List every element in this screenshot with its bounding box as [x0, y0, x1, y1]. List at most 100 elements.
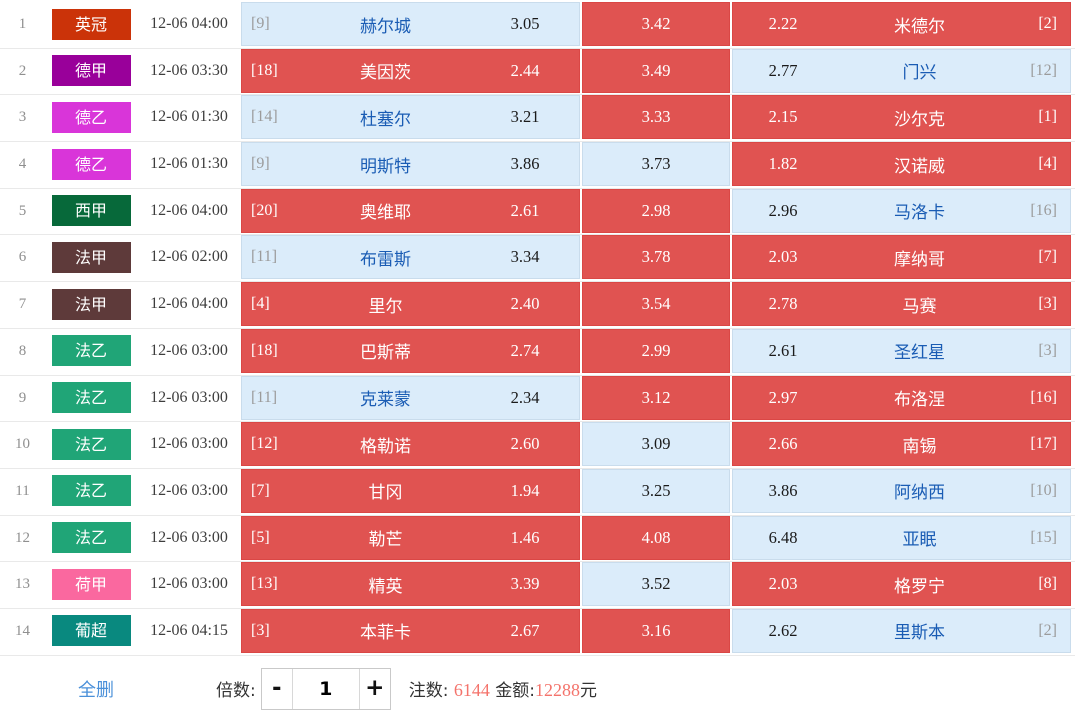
home-rank: [3] — [251, 621, 270, 639]
home-win-cell[interactable]: [14] 杜塞尔 3.21 — [241, 95, 580, 140]
away-team: 格罗宁 — [894, 576, 945, 597]
away-win-cell[interactable]: 2.61 圣红星 [3] — [732, 328, 1071, 373]
draw-odds: 3.16 — [641, 620, 671, 640]
home-odds: 3.21 — [510, 107, 540, 127]
home-win-cell[interactable]: [9] 赫尔城 3.05 — [241, 2, 580, 46]
home-odds: 3.05 — [510, 14, 540, 33]
draw-cell[interactable]: 3.09 — [582, 422, 730, 467]
away-team: 里斯本 — [894, 623, 945, 644]
home-win-cell[interactable]: [18] 美因茨 2.44 — [241, 48, 580, 93]
away-team: 沙尔克 — [894, 109, 945, 130]
home-team: 里尔 — [368, 296, 403, 317]
row-number: 4 — [18, 156, 27, 173]
match-time: 12-06 04:00 — [150, 201, 228, 219]
league-badge-cell: 英冠 — [45, 2, 137, 46]
match-time: 12-06 01:30 — [150, 108, 228, 126]
amount-label: 金额: — [489, 681, 536, 702]
away-team: 摩纳哥 — [894, 249, 945, 270]
away-odds: 2.61 — [768, 340, 798, 360]
row-number: 3 — [18, 109, 27, 126]
home-win-cell[interactable]: [9] 明斯特 3.86 — [241, 142, 580, 187]
home-win-cell[interactable]: [12] 格勒诺 2.60 — [241, 422, 580, 467]
home-win-cell[interactable]: [20] 奥维耶 2.61 — [241, 188, 580, 233]
home-win-cell[interactable]: [4] 里尔 2.40 — [241, 282, 580, 327]
draw-cell[interactable]: 3.25 — [582, 468, 730, 513]
away-win-cell[interactable]: 2.97 布洛涅 [16] — [732, 375, 1071, 420]
away-win-cell[interactable]: 2.62 里斯本 [2] — [732, 608, 1071, 653]
home-win-cell[interactable]: [13] 精英 3.39 — [241, 562, 580, 607]
draw-cell[interactable]: 3.49 — [582, 48, 730, 93]
league-badge: 法乙 — [51, 335, 131, 367]
home-win-cell[interactable]: [18] 巴斯蒂 2.74 — [241, 328, 580, 373]
away-team: 阿纳西 — [894, 483, 945, 504]
draw-cell[interactable]: 3.54 — [582, 282, 730, 327]
away-win-cell[interactable]: 2.78 马赛 [3] — [732, 282, 1071, 327]
away-win-cell[interactable]: 3.86 阿纳西 [10] — [732, 468, 1071, 513]
away-win-cell[interactable]: 6.48 亚眠 [15] — [732, 515, 1071, 560]
match-time: 12-06 03:00 — [150, 435, 228, 453]
draw-odds: 3.42 — [641, 14, 671, 33]
league-badge: 西甲 — [51, 195, 131, 227]
league-badge-cell: 法甲 — [45, 235, 137, 279]
amount-value: 12288 — [535, 680, 581, 701]
away-rank: [17] — [1030, 435, 1057, 453]
plus-button[interactable]: + — [365, 675, 385, 702]
draw-cell[interactable]: 3.33 — [582, 95, 730, 140]
draw-odds: 2.99 — [641, 340, 671, 360]
home-odds: 2.40 — [510, 294, 540, 314]
home-rank: [7] — [251, 481, 270, 499]
minus-button[interactable]: - — [271, 675, 282, 702]
match-row: 4 德乙 12-06 01:30 [9] 明斯特 3.86 3.73 1.82 … — [0, 142, 1075, 189]
home-team: 巴斯蒂 — [360, 343, 411, 364]
league-badge: 法乙 — [51, 382, 131, 413]
delete-all-button[interactable]: 全删 — [78, 679, 114, 701]
away-win-cell[interactable]: 1.82 汉诺威 [4] — [732, 142, 1071, 187]
away-win-cell[interactable]: 2.96 马洛卡 [16] — [732, 188, 1071, 233]
home-team: 本菲卡 — [360, 623, 411, 644]
home-win-cell[interactable]: [11] 克莱蒙 2.34 — [241, 375, 580, 420]
match-time: 12-06 03:00 — [150, 481, 228, 499]
away-team: 亚眠 — [902, 530, 937, 551]
draw-cell[interactable]: 3.42 — [582, 2, 730, 46]
home-win-cell[interactable]: [11] 布雷斯 3.34 — [241, 235, 580, 280]
league-badge: 法甲 — [51, 288, 131, 320]
away-win-cell[interactable]: 2.77 门兴 [12] — [732, 48, 1071, 93]
league-badge-cell: 西甲 — [45, 189, 137, 233]
league-badge: 葡超 — [51, 615, 131, 647]
draw-cell[interactable]: 3.12 — [582, 375, 730, 420]
league-badge-cell: 法乙 — [45, 469, 137, 513]
away-win-cell[interactable]: 2.15 沙尔克 [1] — [732, 95, 1071, 140]
draw-cell[interactable]: 3.52 — [582, 562, 730, 607]
draw-cell[interactable]: 3.16 — [582, 608, 730, 653]
league-badge: 英冠 — [51, 8, 131, 40]
home-team: 赫尔城 — [360, 16, 411, 37]
league-badge: 德乙 — [51, 101, 131, 133]
home-win-cell[interactable]: [7] 甘冈 1.94 — [241, 468, 580, 513]
draw-cell[interactable]: 4.08 — [582, 515, 730, 560]
draw-cell[interactable]: 3.73 — [582, 142, 730, 187]
draw-odds: 2.98 — [641, 200, 671, 220]
home-team: 格勒诺 — [360, 436, 411, 457]
home-odds: 1.94 — [510, 480, 540, 500]
draw-cell[interactable]: 2.99 — [582, 328, 730, 373]
away-win-cell[interactable]: 2.22 米德尔 [2] — [732, 2, 1071, 46]
away-odds: 6.48 — [768, 527, 798, 547]
league-badge-cell: 法乙 — [45, 516, 137, 560]
draw-odds: 3.12 — [641, 387, 671, 407]
away-win-cell[interactable]: 2.03 格罗宁 [8] — [732, 562, 1071, 607]
match-row: 12 法乙 12-06 03:00 [5] 勒芒 1.46 4.08 6.48 … — [0, 515, 1075, 563]
away-win-cell[interactable]: 2.66 南锡 [17] — [732, 422, 1071, 467]
away-win-cell[interactable]: 2.03 摩纳哥 [7] — [732, 235, 1071, 280]
draw-cell[interactable]: 2.98 — [582, 188, 730, 233]
match-time: 12-06 03:00 — [150, 388, 228, 406]
away-rank: [2] — [1038, 621, 1057, 639]
draw-cell[interactable]: 3.78 — [582, 235, 730, 280]
match-time: 12-06 03:30 — [150, 61, 228, 79]
away-rank: [10] — [1030, 481, 1057, 499]
home-win-cell[interactable]: [3] 本菲卡 2.67 — [241, 608, 580, 653]
home-win-cell[interactable]: [5] 勒芒 1.46 — [241, 515, 580, 560]
away-team: 马洛卡 — [894, 203, 945, 224]
draw-odds: 3.33 — [641, 107, 671, 127]
multiplier-value[interactable]: 1 — [291, 668, 360, 709]
away-odds: 2.78 — [768, 294, 798, 314]
